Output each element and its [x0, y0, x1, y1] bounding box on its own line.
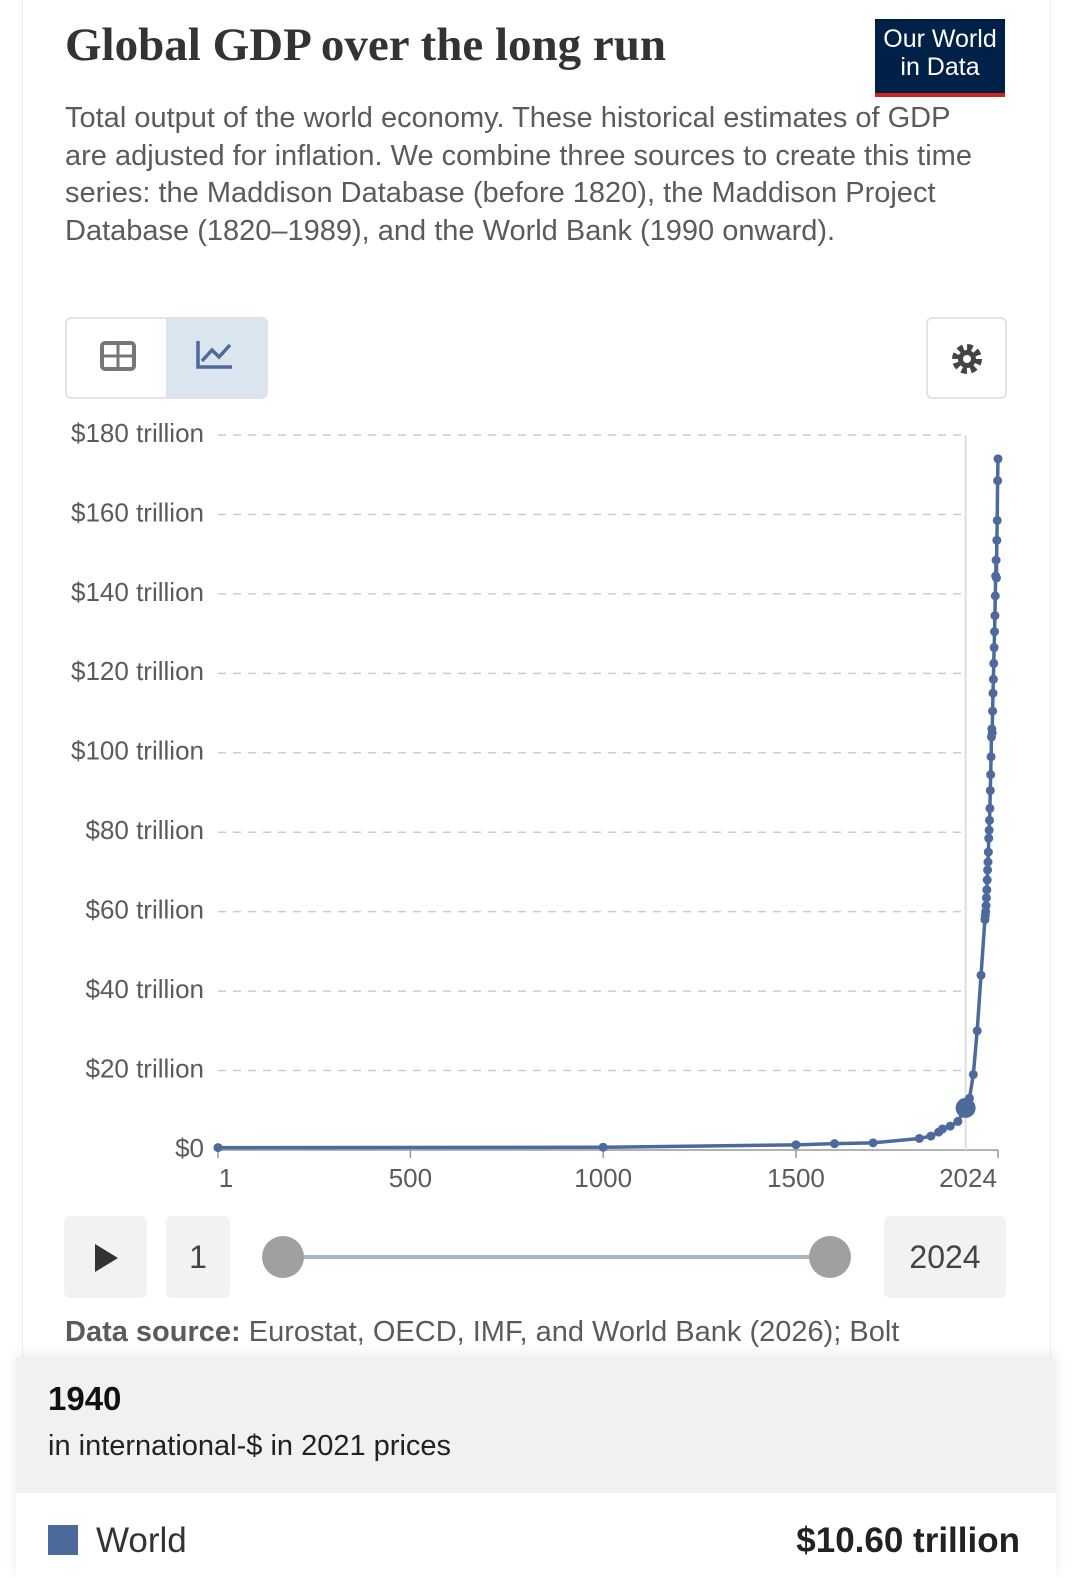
legend-label: World [96, 1521, 187, 1560]
source-text: Eurostat, OECD, IMF, and World Bank (202… [248, 1316, 900, 1348]
timeline-slider[interactable] [250, 1225, 870, 1289]
chart-button[interactable] [166, 319, 266, 397]
chart-icon [196, 341, 232, 369]
card [22, 0, 1051, 1578]
start-year[interactable]: 1 [166, 1216, 230, 1298]
subtitle: Total output of the world economy. These… [65, 102, 972, 247]
source: Data source: Eurostat, OECD, IMF, and Wo… [65, 1316, 899, 1349]
logo-line: in Data [900, 53, 980, 81]
tooltip-year: 1940 [48, 1380, 122, 1417]
tooltip-value: $10.60 trillion [796, 1521, 1020, 1560]
tooltip-row: World $10.60 trillion [16, 1493, 1056, 1578]
settings-icon [952, 344, 982, 374]
tooltip: 1940 in international-$ in 2021 prices W… [16, 1358, 1056, 1578]
source-label: Data source: [65, 1316, 241, 1348]
logo-line: Our World [883, 25, 997, 53]
logo[interactable]: Our World in Data [875, 19, 1005, 97]
end-year[interactable]: 2024 [884, 1216, 1006, 1298]
play-icon [95, 1244, 118, 1272]
tooltip-unit: in international-$ in 2021 prices [48, 1430, 452, 1462]
play-button[interactable] [64, 1216, 147, 1298]
table-button[interactable] [67, 319, 165, 397]
chart-title: Global GDP over the long run [65, 19, 667, 71]
settings-button[interactable] [926, 317, 1007, 399]
table-icon [100, 341, 136, 371]
legend-swatch [48, 1525, 78, 1555]
